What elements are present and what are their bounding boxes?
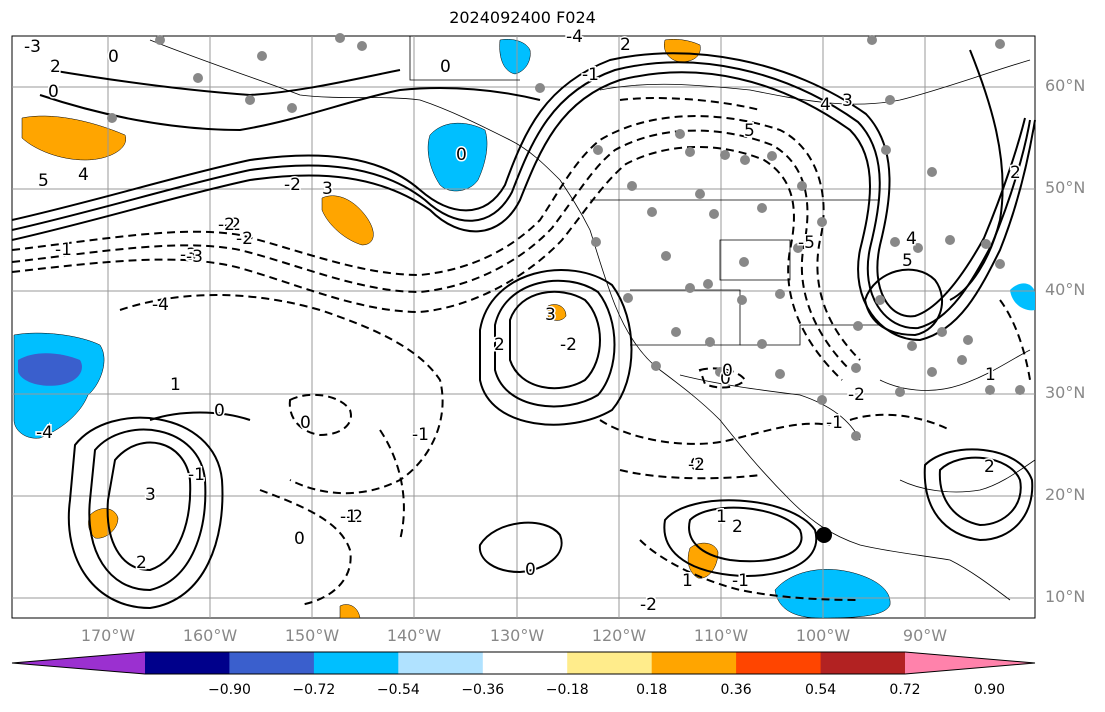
colorbar-segment: [145, 652, 230, 674]
contour-label: -4: [566, 27, 583, 47]
contour-label: 3: [322, 179, 333, 199]
lon-label-120w: 120°W: [592, 626, 646, 645]
colorbar-tick-label: −0.90: [208, 682, 251, 698]
contour-label: 2: [1010, 163, 1021, 183]
contour-label: -4: [36, 423, 53, 443]
colorbar-segment: [483, 652, 568, 674]
lon-label-110w: 110°W: [694, 626, 748, 645]
contour-label: -1: [582, 65, 599, 85]
contour-label: -1: [340, 507, 357, 527]
lat-label-60n: 60°N: [1045, 76, 1085, 95]
contour-label: -2: [560, 335, 577, 355]
contour-label: 0: [48, 82, 59, 102]
contour-label: -1: [826, 413, 843, 433]
colorbar-segment: [314, 652, 399, 674]
contour-label: 0: [440, 57, 451, 77]
contour-label: 0: [294, 529, 305, 549]
lon-label-130w: 130°W: [490, 626, 544, 645]
contour-label: 5: [38, 171, 49, 191]
contour-label: 5: [744, 121, 755, 141]
contour-label: -1: [55, 240, 72, 260]
colorbar-tick-label: −0.72: [292, 682, 335, 698]
contour-label: -2: [640, 595, 657, 615]
contour-label: 4: [820, 95, 831, 115]
contour-label: 2: [136, 553, 147, 573]
colorbar-tick-label: 0.18: [636, 682, 667, 698]
contour-label: -2: [236, 229, 253, 249]
contour-label: 0: [525, 560, 536, 580]
colorbar-min-arrow: [12, 652, 145, 674]
contour-label: -1: [732, 571, 749, 591]
contour-label: 3: [545, 305, 556, 325]
contour-label: 0: [108, 47, 119, 67]
lat-label-50n: 50°N: [1045, 178, 1085, 197]
colorbar-segment: [398, 652, 483, 674]
contour-label: -3: [24, 37, 41, 57]
contour-label: -4: [152, 295, 169, 315]
contour-label: 2: [984, 457, 995, 477]
colorbar-segment: [821, 652, 906, 674]
contour-label: 5: [902, 251, 913, 271]
center-point-marker: [816, 527, 832, 543]
colorbar-tick-label: −0.54: [377, 682, 420, 698]
colorbar-tick-label: 0.36: [721, 682, 752, 698]
contour-label: 4: [906, 229, 917, 249]
lon-label-160w: 160°W: [183, 626, 237, 645]
lon-label-90w: 90°W: [903, 626, 947, 645]
contour-label: 1: [682, 571, 693, 591]
colorbar-segment: [567, 652, 652, 674]
contour-label: 2: [732, 517, 743, 537]
contour-label: 1: [985, 365, 996, 385]
lon-label-140w: 140°W: [387, 626, 441, 645]
contour-label: -2: [284, 175, 301, 195]
colorbar-tick-label: 0.90: [974, 682, 1005, 698]
contour-label: 4: [78, 165, 89, 185]
contour-label: -2: [218, 215, 235, 235]
lat-label-40n: 40°N: [1045, 280, 1085, 299]
colorbar-max-arrow: [905, 652, 1035, 674]
contour-label: 3: [145, 485, 156, 505]
contour-label: -2: [848, 385, 865, 405]
contour-label: 1: [716, 507, 727, 527]
colorbar-tick-label: −0.36: [461, 682, 504, 698]
colorbar-segment: [652, 652, 737, 674]
colorbar-segment: [736, 652, 821, 674]
lon-label-170w: 170°W: [81, 626, 135, 645]
colorbar: [12, 652, 1035, 674]
colorbar-segment: [229, 652, 314, 674]
colorbar-tick-label: 0.54: [805, 682, 836, 698]
contour-label: 2: [50, 57, 61, 77]
contour-label: 2: [494, 335, 505, 355]
contour-label: 0: [214, 401, 225, 421]
contour-label: -1: [188, 465, 205, 485]
lat-label-30n: 30°N: [1045, 383, 1085, 402]
lat-label-10n: 10°N: [1045, 587, 1085, 606]
contour-label: -2: [688, 455, 705, 475]
contour-label: 0: [456, 145, 467, 165]
lon-label-150w: 150°W: [285, 626, 339, 645]
contour-label: 3: [842, 91, 853, 111]
contour-label: 2: [620, 35, 631, 55]
contour-label: 0: [722, 361, 733, 381]
contour-label: -1: [412, 425, 429, 445]
lon-label-100w: 100°W: [796, 626, 850, 645]
colorbar-tick-label: −0.18: [546, 682, 589, 698]
colorbar-tick-label: 0.72: [889, 682, 920, 698]
contour-label: -3: [186, 247, 203, 267]
contour-label: 1: [170, 375, 181, 395]
contour-label: 0: [300, 413, 311, 433]
contour-label: -5: [798, 233, 815, 253]
lat-label-20n: 20°N: [1045, 485, 1085, 504]
